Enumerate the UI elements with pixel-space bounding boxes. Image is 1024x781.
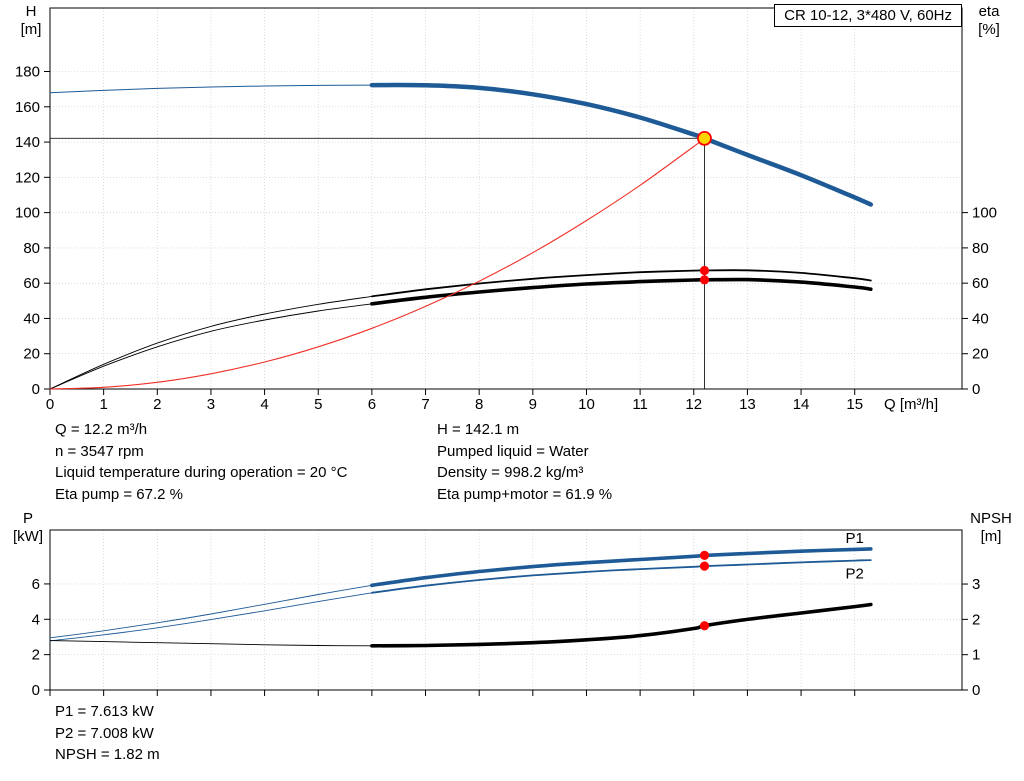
left-tick-label: 6 [32, 576, 40, 593]
npsh-axis-title: NPSH [m] [962, 510, 1020, 546]
curve-P2 [371, 559, 872, 594]
left-tick-label: 180 [15, 64, 40, 81]
eta-axis-unit: [%] [978, 21, 1000, 38]
p2-value-text: P2 = 7.008 kW [55, 724, 154, 742]
plot-border [49, 7, 963, 390]
bottom-tick-label: 5 [314, 396, 322, 413]
left-tick-label: 100 [15, 205, 40, 222]
power-axis-unit: [kW] [13, 528, 43, 545]
right-tick-label: 3 [972, 576, 980, 593]
right-tick-label: 2 [972, 611, 980, 628]
eta-pump-motor-text: Eta pump+motor = 61.9 % [437, 486, 613, 504]
bottom-tick-label: 12 [685, 396, 702, 413]
pump-model-box: CR 10-12, 3*480 V, 60Hz [774, 4, 962, 27]
curve-eta-pump-motor [370, 277, 873, 306]
left-tick-label: 2 [32, 647, 40, 664]
right-tick-label: 1 [972, 647, 980, 664]
eta-pump-text: Eta pump = 67.2 % [55, 486, 183, 504]
bottom-tick-label: 9 [529, 396, 537, 413]
left-tick-label: 40 [23, 310, 40, 327]
plot-border [49, 529, 963, 691]
bottom-tick-label: 3 [207, 396, 215, 413]
left-tick-label: 4 [32, 611, 40, 628]
bottom-tick-label: 14 [793, 396, 810, 413]
left-tick-label: 120 [15, 169, 40, 186]
bottom-tick-label: 1 [99, 396, 107, 413]
pump-model-text: CR 10-12, 3*480 V, 60Hz [784, 7, 952, 24]
pumped-liquid-text: Pumped liquid = Water [437, 442, 589, 460]
bottom-tick-label: 7 [421, 396, 429, 413]
left-tick-label: 160 [15, 99, 40, 116]
left-tick-label: 140 [15, 134, 40, 151]
right-tick-label: 40 [972, 310, 989, 327]
bottom-tick-label: 10 [578, 396, 595, 413]
curve-P2-thin [49, 592, 373, 642]
head-axis-unit: [m] [20, 21, 42, 38]
left-tick-label: 80 [23, 240, 40, 257]
duty-flow-text: Q = 12.2 m³/h [55, 421, 148, 438]
curve-pump-head-QH [369, 82, 874, 207]
bottom-tick-label: 11 [632, 396, 648, 413]
duty-info-right: H = 142.1 m Pumped liquid = Water Densit… [437, 419, 612, 506]
npsh-axis-unit: [m] [980, 528, 1002, 545]
liquid-temperature-text: Liquid temperature during operation = 20… [55, 464, 348, 482]
bottom-tick-label: 13 [739, 396, 756, 413]
right-tick-label: 80 [972, 240, 989, 257]
left-tick-label: 0 [32, 381, 40, 398]
npsh-value-text: NPSH = 1.82 m [55, 746, 160, 764]
curve-NPSH [370, 602, 873, 648]
curve-label-P1: P1 [846, 530, 864, 547]
curve-P1-thin [49, 584, 373, 639]
eta-axis-title: eta [%] [966, 3, 1012, 39]
head-axis-title: H [m] [8, 3, 54, 39]
eta-axis-label: eta [978, 3, 1000, 20]
curve-eta-pump-thin [49, 295, 373, 390]
bottom-tick-label: 4 [260, 396, 268, 413]
density-text: Density = 998.2 kg/m³ [437, 464, 584, 482]
bottom-tick-label: 6 [368, 396, 376, 413]
bottom-tick-label: 8 [475, 396, 483, 413]
curve-eta-pump-motor-thin [49, 303, 373, 390]
head-axis-label: H [25, 3, 37, 20]
left-tick-label: 60 [23, 275, 40, 292]
right-tick-label: 60 [972, 275, 989, 292]
power-axis-title: P [kW] [4, 510, 52, 546]
p1-value-text: P1 = 7.613 kW [55, 703, 154, 720]
left-tick-label: 0 [32, 682, 40, 699]
curve-NPSH-thin [49, 640, 373, 647]
chart-area-1: 0 2 4 6 0 1 2 3 P1 P2 [32, 529, 980, 699]
right-tick-label: 100 [972, 205, 997, 222]
duty-marker-dot [699, 621, 710, 631]
duty-info-left: Q = 12.2 m³/h n = 3547 rpm Liquid temper… [55, 419, 347, 506]
curve-label-P2: P2 [846, 565, 864, 582]
flow-axis-label: Q [m³/h] [884, 396, 939, 413]
speed-text: n = 3547 rpm [55, 442, 144, 460]
bottom-tick-label: 2 [153, 396, 161, 413]
right-tick-label: 0 [972, 682, 980, 699]
npsh-axis-label: NPSH [970, 510, 1012, 527]
duty-head-text: H = 142.1 m [437, 421, 520, 438]
duty-point[interactable] [697, 130, 712, 146]
duty-marker-dot [699, 265, 710, 276]
left-tick-label: 20 [23, 346, 40, 363]
curve-pump-head-QH-thin [49, 84, 373, 94]
duty-marker-dot [699, 550, 710, 561]
power-npsh-values: P1 = 7.613 kW P2 = 7.008 kW NPSH = 1.82 … [55, 701, 160, 766]
right-tick-label: 0 [972, 381, 980, 398]
duty-marker-dot [699, 561, 710, 571]
bottom-tick-label: 15 [846, 396, 863, 413]
right-tick-label: 20 [972, 346, 989, 363]
curve-P1 [370, 547, 873, 588]
power-axis-label: P [22, 510, 33, 527]
duty-marker-dot [699, 275, 710, 285]
curve-system-curve [49, 137, 706, 390]
bottom-tick-label: 0 [46, 396, 54, 413]
